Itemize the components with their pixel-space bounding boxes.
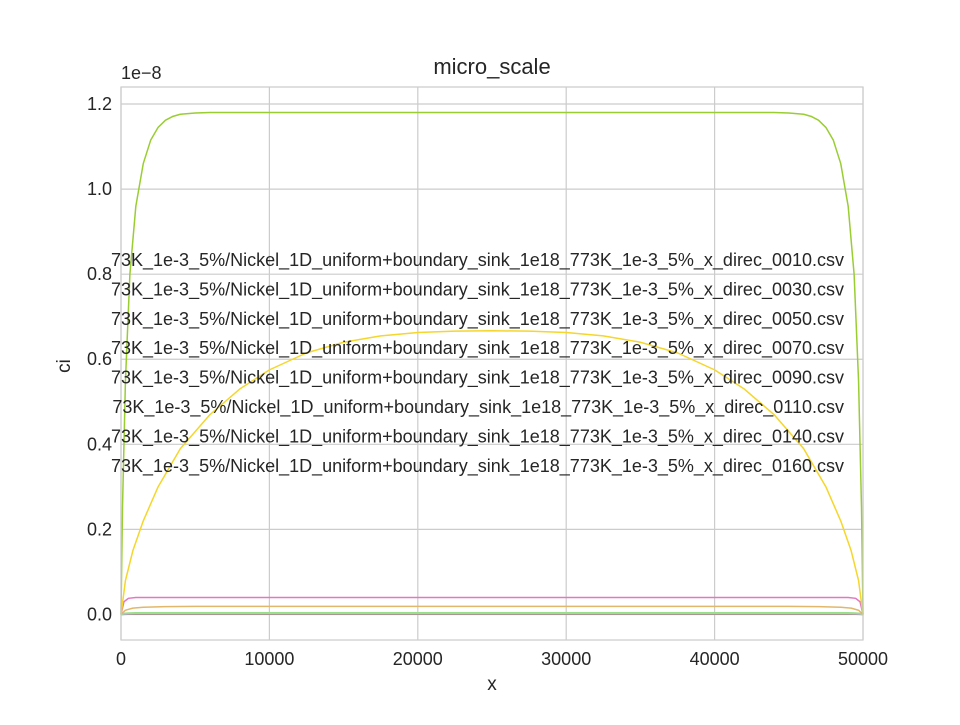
legend-entry: 73K_1e-3_5%/Nickel_1D_uniform+boundary_s… — [111, 338, 844, 359]
y-tick-label: 0.0 — [87, 604, 112, 624]
y-tick-label: 0.4 — [87, 434, 112, 454]
x-tick-label: 0 — [116, 649, 126, 669]
legend-entry: 73K_1e-3_5%/Nickel_1D_uniform+boundary_s… — [111, 279, 844, 300]
legend-entry: 73K_1e-3_5%/Nickel_1D_uniform+boundary_s… — [111, 368, 844, 389]
x-tick-label: 50000 — [838, 649, 888, 669]
legend-entry: 73K_1e-3_5%/Nickel_1D_uniform+boundary_s… — [111, 250, 844, 271]
x-tick-label: 20000 — [393, 649, 443, 669]
y-tick-label: 1.2 — [87, 94, 112, 114]
x-tick-label: 10000 — [244, 649, 294, 669]
x-tick-label: 40000 — [690, 649, 740, 669]
y-axis-label: ci — [54, 359, 75, 373]
y-axis-offset-text: 1e−8 — [121, 63, 162, 83]
y-tick-label: 0.8 — [87, 264, 112, 284]
x-axis-label: x — [487, 674, 497, 695]
y-tick-label: 0.6 — [87, 349, 112, 369]
legend-entry: 73K_1e-3_5%/Nickel_1D_uniform+boundary_s… — [111, 426, 844, 447]
legend-entry: 73K_1e-3_5%/Nickel_1D_uniform+boundary_s… — [111, 309, 844, 330]
legend-entry: 73K_1e-3_5%/Nickel_1D_uniform+boundary_s… — [111, 456, 844, 477]
y-tick-label: 1.0 — [87, 179, 112, 199]
chart-title: micro_scale — [433, 54, 550, 79]
legend-entry: 73K_1e-3_5%/Nickel_1D_uniform+boundary_s… — [112, 397, 844, 418]
y-tick-label: 0.2 — [87, 519, 112, 539]
x-tick-label: 30000 — [541, 649, 591, 669]
